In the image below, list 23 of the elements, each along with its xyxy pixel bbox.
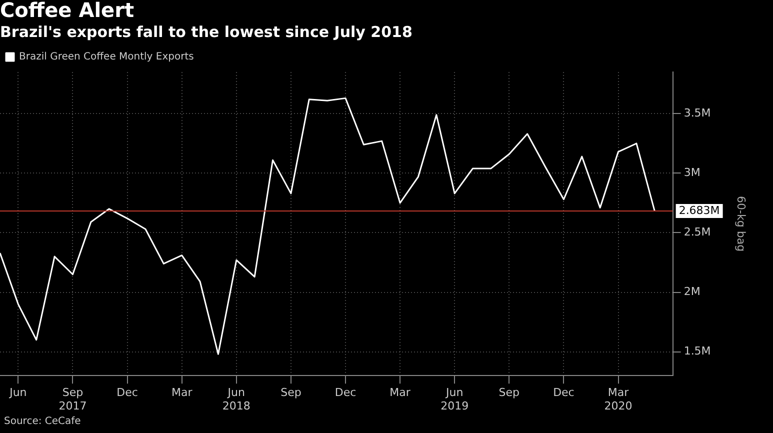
- x-tick-label: Mar: [171, 386, 193, 400]
- chart-title: Coffee Alert: [0, 0, 134, 22]
- x-tick-label: Sep: [498, 386, 520, 400]
- x-tick-label: Jun: [8, 386, 27, 400]
- x-tick-label: Dec: [116, 386, 138, 400]
- x-tick-label: Sep 2017: [58, 386, 87, 412]
- x-tick-label: Mar 2020: [604, 386, 632, 412]
- ref-line-label: 2.683M: [678, 204, 720, 217]
- y-axis-title: 60-kg bag: [734, 196, 748, 252]
- x-tick-label: Dec: [334, 386, 356, 400]
- x-tick-label: Sep: [280, 386, 302, 400]
- y-tick-label: 2M: [684, 285, 700, 298]
- source-note: Source: CeCafe: [4, 416, 81, 427]
- x-tick-label: Jun 2019: [440, 386, 469, 412]
- legend-label: Brazil Green Coffee Montly Exports: [19, 52, 194, 63]
- x-tick-label: Dec: [553, 386, 574, 400]
- y-tick-label: 1.5M: [684, 344, 711, 358]
- x-tick-label: Mar: [390, 386, 411, 400]
- x-tick-label: Jun 2018: [222, 386, 250, 412]
- y-tick-label: 2.5M: [684, 226, 711, 239]
- chart-subtitle: Brazil's exports fall to the lowest since July 2018: [0, 22, 412, 41]
- y-tick-label: 3M: [684, 166, 700, 180]
- y-tick-label: 3.5M: [684, 106, 711, 120]
